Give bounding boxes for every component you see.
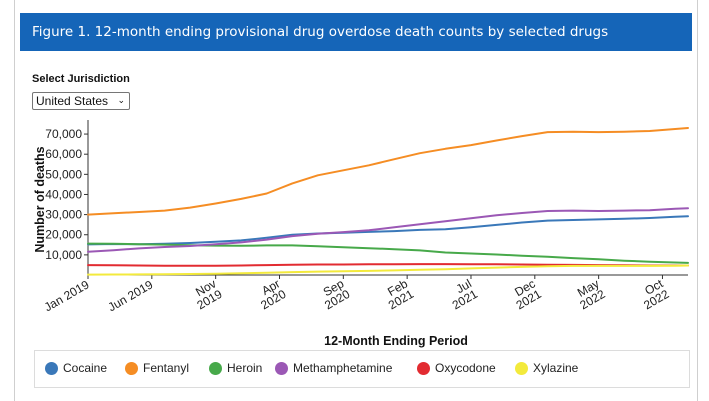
legend-swatch-icon (275, 361, 288, 375)
x-tick-label: Sep2020 (316, 276, 352, 312)
legend-swatch-icon (45, 361, 58, 375)
x-tick-label-line: Jun 2019 (106, 277, 156, 314)
legend-item-methamphetamine[interactable]: Methamphetamine (275, 361, 392, 375)
y-tick-label: 70,000 (45, 127, 82, 141)
jurisdiction-select[interactable]: United States ⌄ (32, 92, 130, 110)
y-tick-label: 10,000 (45, 248, 82, 262)
series-line-xylazine (87, 264, 689, 276)
legend-swatch-icon (125, 361, 138, 375)
legend-item-heroin[interactable]: Heroin (209, 361, 262, 375)
chart: 10,000 20,000 30,000 40,000 50,000 60,000 70,0… (33, 120, 689, 348)
legend-label: Xylazine (533, 361, 579, 375)
series-line-cocaine (87, 215, 689, 246)
x-tick-label: Dec2021 (508, 276, 544, 312)
legend-label: Cocaine (63, 361, 108, 375)
x-tick-label-line: Jul (454, 276, 474, 296)
legend-label: Oxycodone (435, 361, 496, 375)
y-tick-label: 40,000 (45, 187, 82, 201)
figure-header: Figure 1. 12-month ending provisional dr… (20, 13, 692, 51)
x-tick-label: Jun 2019 (106, 277, 156, 314)
figure-title: Figure 1. 12-month ending provisional dr… (32, 24, 609, 40)
legend-item-xylazine[interactable]: Xylazine (515, 361, 578, 375)
chart-legend: Cocaine Fentanyl Heroin Methamphetamine Oxyc… (34, 350, 690, 388)
y-tick-label: 30,000 (45, 208, 82, 222)
y-tick-label: 60,000 (45, 147, 82, 161)
chevron-down-icon: ⌄ (117, 95, 125, 105)
x-tick-label-line: Jan 2019 (42, 277, 92, 314)
jurisdiction-label: Select Jurisdiction (32, 73, 130, 85)
legend-item-cocaine[interactable]: Cocaine (45, 361, 107, 375)
x-tick-label: Feb2021 (380, 276, 416, 312)
x-tick-label-line: 2021 (450, 287, 480, 313)
figure-frame (14, 0, 698, 401)
legend-label: Methamphetamine (293, 361, 393, 375)
legend-swatch-icon (209, 361, 222, 375)
y-tick-label: 50,000 (45, 167, 82, 181)
series-line-methamphetamine (87, 207, 689, 253)
x-tick-label: May2022 (571, 276, 607, 312)
legend-item-fentanyl[interactable]: Fentanyl (125, 361, 189, 375)
y-tick-label: 20,000 (45, 228, 82, 242)
x-tick-label: Jan 2019 (42, 277, 92, 314)
x-axis-label: 12-Month Ending Period (324, 334, 468, 348)
x-tick-label: Nov2019 (188, 276, 224, 312)
x-tick-label: Jul2021 (444, 276, 480, 312)
y-axis-label: Number of deaths (33, 146, 47, 252)
series-line-fentanyl (87, 127, 689, 216)
legend-label: Fentanyl (143, 361, 190, 375)
x-tick-label: Oct2022 (635, 276, 672, 312)
legend-item-oxycodone[interactable]: Oxycodone (417, 361, 496, 375)
legend-swatch-icon (417, 361, 430, 375)
x-tick-label: Apr2020 (252, 276, 288, 312)
legend-swatch-icon (515, 361, 528, 375)
jurisdiction-selected-value: United States (36, 94, 109, 108)
legend-label: Heroin (227, 361, 263, 375)
